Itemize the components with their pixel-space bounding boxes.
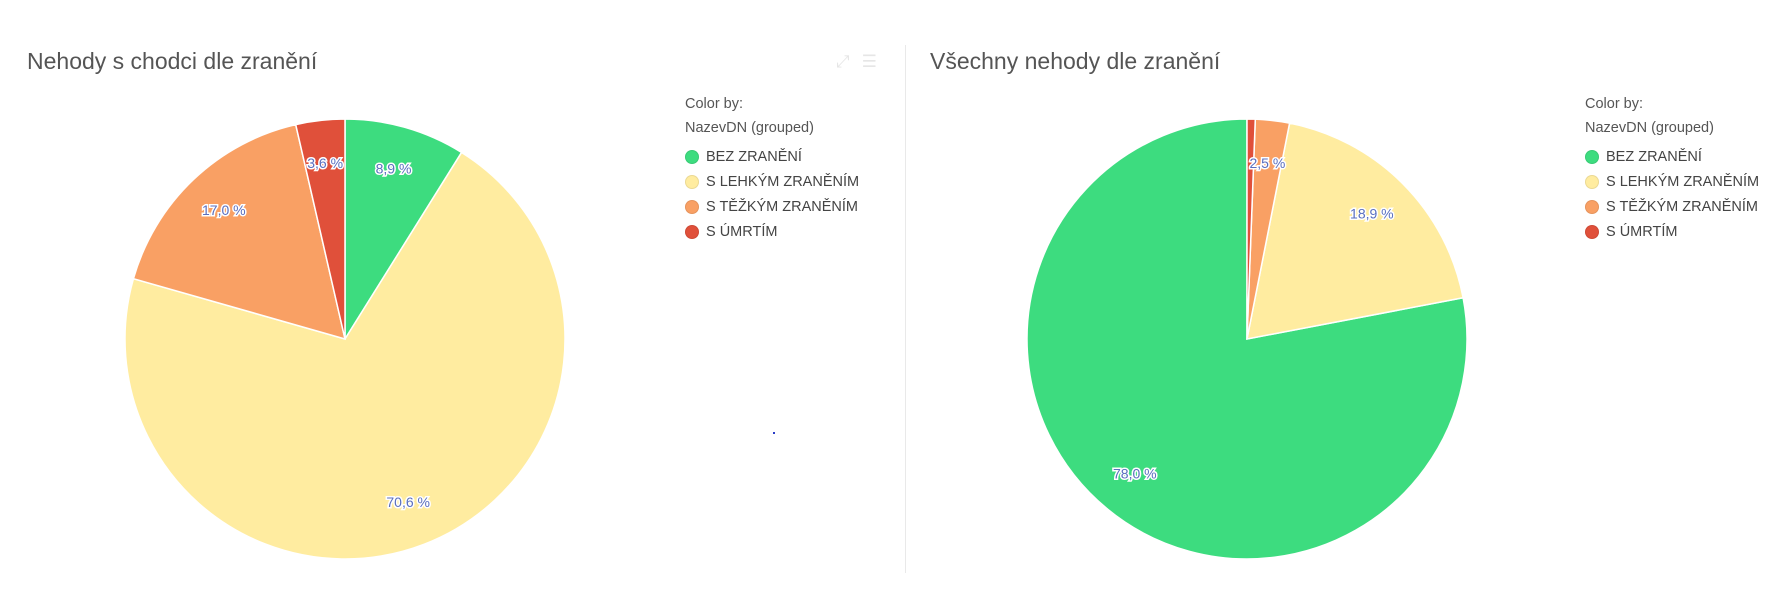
- legend-swatch: [1585, 224, 1599, 239]
- chart-panel-all-accidents: Všechny nehody dle zranění 78,0 % 18,9 % 2…: [905, 0, 1765, 590]
- legend-heading-field: NazevDN (grouped): [1585, 120, 1714, 136]
- legend-label: S ÚMRTÍM: [1606, 223, 1678, 240]
- legend-heading-field: NazevDN (grouped): [685, 120, 814, 136]
- slice-label-s-lehkym-zranenim: 70,6 %: [386, 494, 430, 510]
- legend-label: S TĚŽKÝM ZRANĚNÍM: [1606, 198, 1758, 215]
- pie-chart: 8,9 % 70,6 % 17,0 % 3,6 %: [124, 118, 566, 560]
- slice-label-s-umrtim: 3,6 %: [307, 155, 343, 171]
- legend-item-bez-zraneni[interactable]: BEZ ZRANĚNÍ: [1585, 144, 1759, 169]
- legend-label: BEZ ZRANĚNÍ: [706, 148, 802, 165]
- legend-label: S LEHKÝM ZRANĚNÍM: [1606, 173, 1760, 190]
- chart-title: Všechny nehody dle zranění: [930, 48, 1221, 74]
- legend-label: BEZ ZRANĚNÍ: [1606, 148, 1702, 165]
- legend-item-s-tezkym-zranenim[interactable]: S TĚŽKÝM ZRANĚNÍM: [1585, 194, 1759, 219]
- stray-dot: [773, 432, 775, 434]
- legend-list: BEZ ZRANĚNÍ S LEHKÝM ZRANĚNÍM S TĚŽKÝM ZRA…: [685, 144, 859, 244]
- legend-label: S TĚŽKÝM ZRANĚNÍM: [706, 198, 858, 215]
- panel-divider: [905, 45, 906, 573]
- pie-slice-s-lehkym-zranenim[interactable]: [1246, 122, 1464, 340]
- legend-item-s-lehkym-zranenim[interactable]: S LEHKÝM ZRANĚNÍM: [1585, 169, 1759, 194]
- legend-heading-color-by: Color by:: [1585, 96, 1644, 112]
- pie-slice-s-lehkym-zranenim[interactable]: [124, 151, 566, 560]
- legend-list: BEZ ZRANĚNÍ S LEHKÝM ZRANĚNÍM S TĚŽKÝM ZRA…: [1585, 144, 1759, 244]
- slice-label-bez-zraneni: 78,0 %: [1113, 465, 1157, 481]
- legend-label: S ÚMRTÍM: [706, 223, 778, 240]
- legend-item-s-tezkym-zranenim[interactable]: S TĚŽKÝM ZRANĚNÍM: [685, 194, 859, 219]
- legend-swatch: [685, 149, 699, 164]
- list-icon[interactable]: ☰: [861, 52, 877, 71]
- legend-item-s-lehkym-zranenim[interactable]: S LEHKÝM ZRANĚNÍM: [685, 169, 859, 194]
- chart-title: Nehody s chodci dle zranění: [27, 48, 318, 74]
- chart-panel-pedestrian-accidents: Nehody s chodci dle zranění ⤢ ☰ 8,9 % 70,…: [27, 48, 877, 560]
- legend-item-bez-zraneni[interactable]: BEZ ZRANĚNÍ: [685, 144, 859, 169]
- legend-swatch: [1585, 199, 1599, 214]
- legend: Color by: NazevDN (grouped) BEZ ZRANĚNÍ S…: [685, 92, 859, 244]
- panel-toolbar: ⤢ ☰: [836, 52, 877, 72]
- pie-slice-bez-zraneni[interactable]: [344, 118, 463, 342]
- pie-chart: 78,0 % 18,9 % 2,5 %: [1026, 118, 1468, 560]
- legend-swatch: [685, 199, 699, 214]
- pie-slice-s-umrtim[interactable]: [294, 118, 346, 340]
- slice-label-s-tezkym-zranenim: 17,0 %: [202, 202, 246, 218]
- legend-swatch: [1585, 174, 1599, 189]
- slice-label-s-lehkym-zranenim: 18,9 %: [1350, 206, 1394, 222]
- pie-slice-s-tezkym-zranenim[interactable]: [132, 123, 347, 341]
- slice-label-bez-zraneni: 8,9 %: [376, 161, 412, 177]
- legend-swatch: [685, 174, 699, 189]
- expand-icon[interactable]: ⤢: [836, 52, 850, 71]
- legend-item-s-umrtim[interactable]: S ÚMRTÍM: [685, 219, 859, 244]
- legend-label: S LEHKÝM ZRANĚNÍM: [706, 173, 860, 190]
- legend-heading-color-by: Color by:: [685, 96, 744, 112]
- legend: Color by: NazevDN (grouped) BEZ ZRANĚNÍ S…: [1585, 92, 1759, 244]
- pie-slice-s-umrtim[interactable]: [1246, 118, 1257, 340]
- slice-label-s-tezkym-zranenim: 2,5 %: [1250, 155, 1286, 171]
- legend-swatch: [685, 224, 699, 239]
- legend-item-s-umrtim[interactable]: S ÚMRTÍM: [1585, 219, 1759, 244]
- legend-swatch: [1585, 149, 1599, 164]
